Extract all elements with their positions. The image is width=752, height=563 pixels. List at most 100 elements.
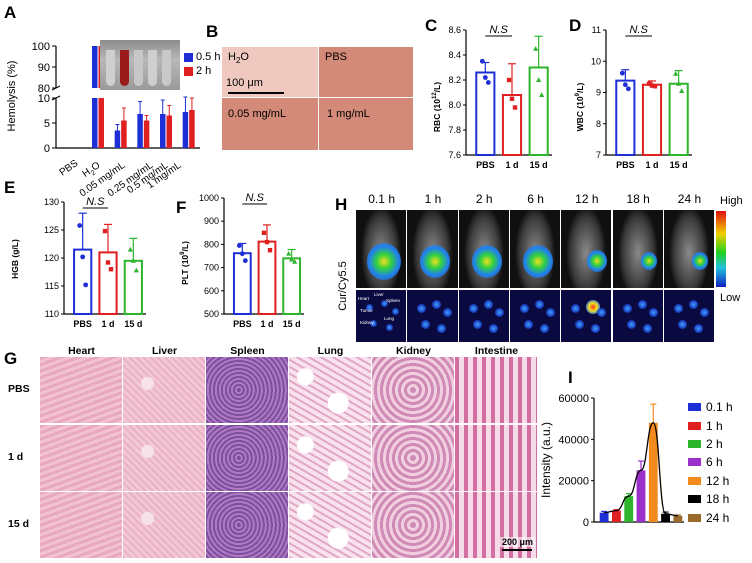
h-time-label: 24 h (677, 192, 702, 206)
c-ylabel-main: RBC (10 (432, 99, 442, 133)
f-tick-label: 1000 (199, 193, 219, 203)
b-h2o-h: H (228, 51, 236, 63)
i-legend-item: 2 h (688, 435, 733, 453)
e-bar (123, 259, 143, 315)
d-point (673, 70, 679, 76)
d-ns-label: N.S (629, 24, 648, 36)
h-organ-spot (417, 304, 427, 313)
panel-label-c: C (425, 16, 438, 35)
h-organ-image: Heart Liver Spleen Tumor Lung Kidney (356, 290, 407, 342)
h-organ-spot (699, 308, 709, 317)
d-point (625, 86, 631, 92)
h-fluorescence-signal (471, 245, 502, 278)
h-organ-label: Liver (374, 292, 384, 297)
f-category-label: 15 d (283, 319, 301, 329)
h-organ-spot (392, 308, 399, 315)
g-column-label: Kidney (395, 345, 431, 357)
h-organ-spot (366, 304, 373, 311)
i-bar (612, 510, 621, 522)
b-cell-1: 1 mg/mL (319, 98, 413, 150)
b-label-h2o: H2O (228, 51, 249, 65)
i-legend-item: 24 h (688, 508, 733, 526)
a-bar (98, 98, 104, 148)
g-row-label: 15 d (8, 518, 30, 530)
h-organ-spot (693, 324, 703, 333)
i-bar (599, 512, 609, 522)
e-bar (98, 251, 118, 315)
h-mouse-image (663, 210, 715, 288)
b-label-005: 0.05 mg/mL (228, 108, 287, 120)
e-point (108, 267, 114, 272)
h-organ-spot (539, 324, 549, 333)
i-ylabel: Intensity (a.u.) (539, 422, 553, 498)
a-tick-label: 10 (38, 93, 50, 105)
g-histology-image (206, 492, 288, 558)
f-category-label: PBS (233, 319, 252, 329)
g-column-label: Lung (317, 345, 344, 357)
f-ylabel-main: PLT (10 (180, 254, 190, 285)
c-ylabel-tail: /L) (432, 81, 442, 93)
g-histology-image (289, 425, 371, 491)
h-organ-spot (626, 320, 636, 329)
g-histology-image (289, 357, 371, 423)
i-legend-label: 12 h (706, 473, 730, 488)
c-bar (501, 94, 523, 156)
b-scalebar (228, 92, 284, 94)
h-fluorescence-signal (691, 252, 708, 270)
f-category-label: 1 d (260, 319, 273, 329)
c-ylabel-wrap: RBC (1012/L) (430, 80, 444, 140)
i-legend-item: 1 h (688, 416, 733, 434)
b-cell-005: 0.05 mg/mL (222, 98, 318, 150)
i-trend-line (604, 422, 678, 517)
g-row-label: 1 d (8, 451, 24, 463)
i-legend-item: 6 h (688, 453, 733, 471)
g-histology-image (40, 492, 122, 558)
a-break-mark (51, 95, 61, 101)
b-h2o-sub: 2 (235, 56, 241, 66)
h-time-label: 2 h (475, 192, 493, 206)
c-bar (528, 66, 549, 156)
panel-label-g: G (4, 349, 18, 368)
h-time-label: 1 h (424, 192, 442, 206)
g-scalebar-label: 200 μm (500, 537, 536, 547)
h-organ-spot (370, 320, 377, 327)
c-ns-label: N.S (489, 24, 508, 36)
g-row-label: PBS (8, 383, 30, 395)
i-legend-swatch (688, 495, 701, 504)
f-bar (257, 240, 277, 315)
h-organ-spot (591, 324, 601, 333)
h-organ-spot (488, 324, 498, 333)
e-point (127, 246, 133, 252)
f-point (261, 230, 267, 235)
e-bar (73, 248, 93, 316)
i-legend-swatch (688, 439, 701, 448)
h-side-wrap: Cur/Cy5.5 (336, 252, 350, 322)
h-organ-spot (519, 304, 529, 313)
h-organ-spot (586, 300, 601, 314)
f-ylabel-wrap: PLT (109/L) (178, 236, 192, 296)
h-color-scale (716, 211, 726, 287)
g-column-label: Heart (68, 345, 95, 357)
i-bar (661, 513, 670, 522)
e-ylabel: HGB (g/L) (10, 239, 20, 279)
h-organ-spot (421, 320, 431, 329)
i-legend-label: 0.1 h (706, 400, 733, 415)
h-time-label: 18 h (626, 192, 650, 206)
h-organ-spot (523, 320, 533, 329)
d-point (622, 82, 628, 88)
h-organ-spot (597, 308, 607, 317)
f-ns-label: N.S (245, 192, 264, 204)
a-tick-label: 100 (32, 41, 50, 53)
f-tick-label: 700 (204, 263, 219, 273)
i-legend-item: 0.1 h (688, 398, 733, 416)
g-column-label: Spleen (230, 345, 265, 357)
h-mouse-image (356, 210, 407, 288)
i-legend-swatch (688, 513, 701, 522)
e-point (130, 258, 136, 263)
i-tick-label: 0 (583, 517, 589, 529)
panel-label-d: D (569, 16, 582, 35)
h-time-label: 12 h (575, 192, 599, 206)
f-ylabel-tail: /L) (180, 241, 190, 252)
i-legend-swatch (688, 421, 701, 430)
h-organ-spot (443, 308, 453, 317)
